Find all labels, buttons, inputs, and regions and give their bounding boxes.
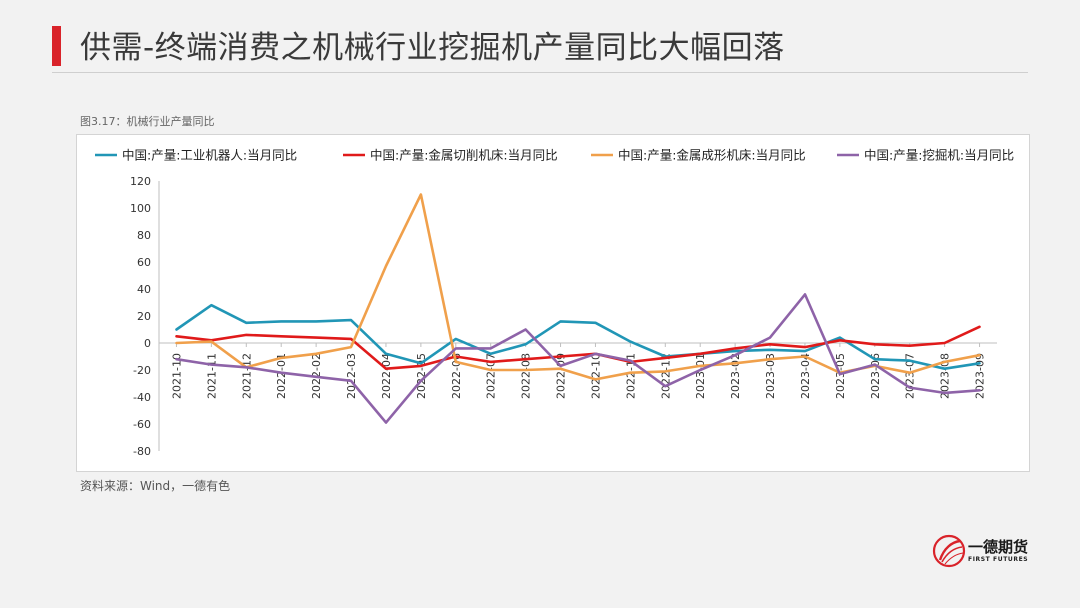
company-logo: 一德期货 FIRST FUTURES <box>928 532 1038 572</box>
series-line-2 <box>175 325 981 370</box>
series-line-3 <box>175 193 981 381</box>
legend-label-2: 中国:产量:金属切削机床:当月同比 <box>370 148 558 163</box>
y-tick-label: 20 <box>137 310 151 323</box>
y-tick-label: -80 <box>133 445 151 458</box>
x-tick-label: 2023-09 <box>974 353 987 399</box>
title-accent-bar <box>52 26 61 66</box>
x-tick-label: 2022-04 <box>380 353 393 399</box>
x-tick-label: 2022-07 <box>485 353 498 399</box>
y-tick-label: 60 <box>137 256 151 269</box>
x-tick-label: 2021-12 <box>240 353 253 399</box>
x-tick-label: 2021-11 <box>205 353 218 399</box>
y-tick-label: 120 <box>130 175 151 188</box>
title-divider <box>52 72 1028 73</box>
x-tick-label: 2023-03 <box>764 353 777 399</box>
x-tick-label: 2023-02 <box>729 353 742 399</box>
slide-title: 供需-终端消费之机械行业挖掘机产量同比大幅回落 <box>80 30 785 66</box>
x-tick-label: 2023-08 <box>939 353 952 399</box>
figure-caption: 图3.17：机械行业产量同比 <box>80 115 215 128</box>
x-tick-label: 2023-05 <box>834 353 847 399</box>
x-tick-label: 2022-12 <box>659 353 672 399</box>
series-line-4 <box>175 293 981 424</box>
x-tick-label: 2022-10 <box>589 353 602 399</box>
source-note: 资料来源：Wind，一德有色 <box>80 479 231 493</box>
legend-label-3: 中国:产量:金属成形机床:当月同比 <box>618 148 806 163</box>
y-tick-label: 0 <box>144 337 151 350</box>
legend-label-4: 中国:产量:挖掘机:当月同比 <box>864 148 1014 163</box>
x-tick-label: 2023-01 <box>694 353 707 399</box>
x-tick-label: 2022-03 <box>345 353 358 399</box>
y-tick-label: 80 <box>137 229 151 242</box>
logo-name-en: FIRST FUTURES <box>968 556 1029 563</box>
x-tick-label: 2022-08 <box>520 353 533 399</box>
x-tick-label: 2022-01 <box>275 353 288 399</box>
line-chart: 120 100 80 60 40 20 0 -20 -40 -60 -80 2021-10 2021-1… <box>95 148 1014 458</box>
logo-mark-icon <box>932 534 966 568</box>
x-tick-label: 2023-04 <box>799 353 812 399</box>
y-tick-label: -20 <box>133 364 151 377</box>
y-tick-label: -40 <box>133 391 151 404</box>
y-tick-label: 40 <box>137 283 151 296</box>
x-tick-label: 2021-10 <box>170 353 183 399</box>
y-tick-label: -60 <box>133 418 151 431</box>
x-tick-label: 2022-06 <box>450 353 463 399</box>
chart-panel: 120 100 80 60 40 20 0 -20 -40 -60 -80 2021-10 2021-1… <box>76 134 1030 472</box>
y-tick-label: 100 <box>130 202 151 215</box>
legend-label-1: 中国:产量:工业机器人:当月同比 <box>122 148 297 163</box>
logo-name-cn: 一德期货 <box>968 538 1029 556</box>
